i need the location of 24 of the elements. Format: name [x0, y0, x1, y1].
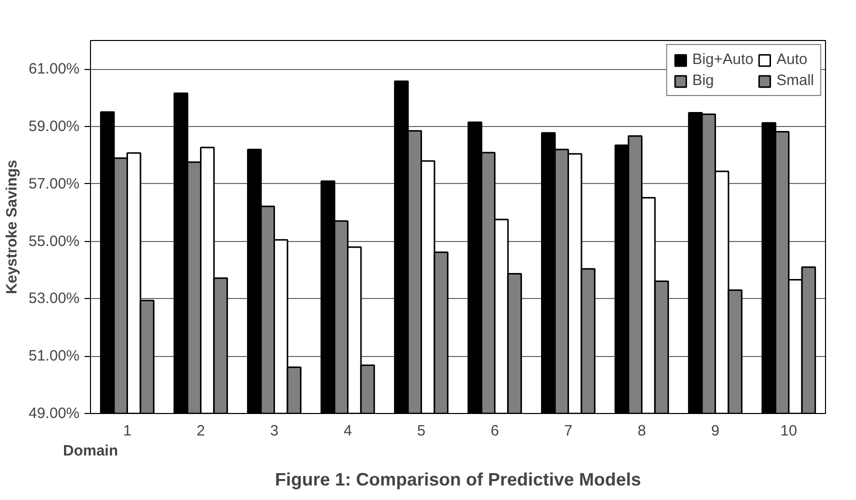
- legend-label: Small: [776, 72, 814, 89]
- x-tick-label: 7: [564, 422, 572, 440]
- y-tick-label: 49.00%: [28, 405, 80, 422]
- y-tick-label: 51.00%: [28, 348, 80, 365]
- y-tick-label: 57.00%: [28, 175, 80, 192]
- y-tick-label: 55.00%: [28, 232, 80, 250]
- x-tick-label: 1: [123, 422, 132, 440]
- x-tick-label: 3: [270, 422, 278, 440]
- x-tick-label: 10: [780, 422, 798, 440]
- x-axis-title: Domain: [63, 442, 118, 460]
- x-tick-label: 8: [638, 422, 646, 440]
- x-tick-label: 2: [196, 422, 205, 440]
- y-axis-title: Keystroke Savings: [4, 160, 21, 294]
- text: Figure 1: Comparison of Predictive Models: [274, 470, 642, 490]
- x-tick-label: 6: [490, 422, 499, 440]
- y-tick-label: 53.00%: [28, 290, 80, 308]
- x-tick-label: 9: [711, 422, 720, 440]
- legend-label: Auto: [776, 51, 808, 68]
- y-tick-label: 61.00%: [28, 60, 80, 78]
- x-tick-label: 4: [344, 422, 352, 440]
- legend-label: Big+Auto: [692, 51, 754, 68]
- x-tick-label: 5: [417, 422, 426, 440]
- legend-label: Big: [692, 72, 714, 89]
- y-tick-label: 59.00%: [28, 118, 80, 136]
